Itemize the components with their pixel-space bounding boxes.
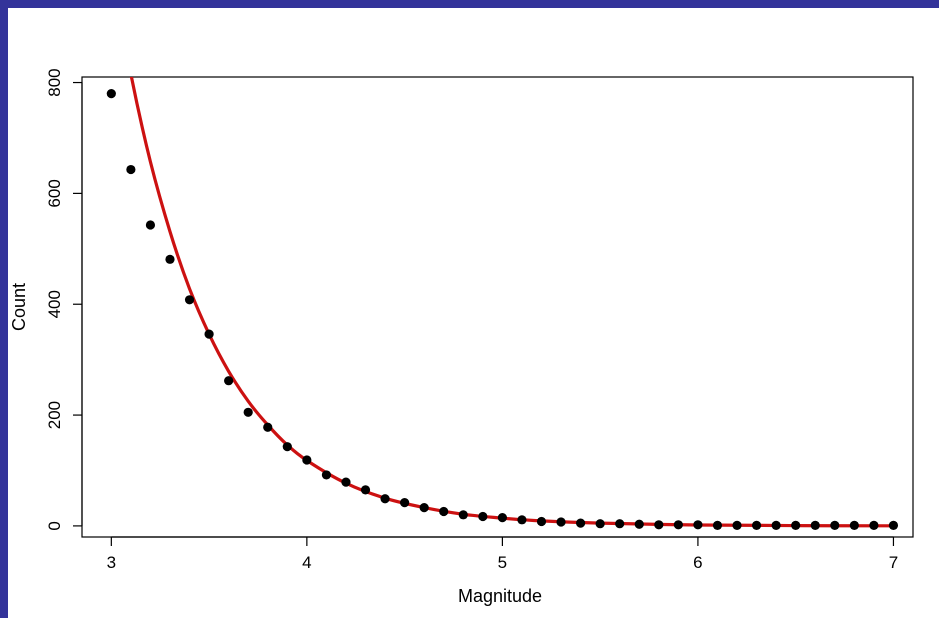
data-point bbox=[321, 470, 332, 480]
y-tick-label: 400 bbox=[45, 290, 64, 318]
data-point bbox=[869, 520, 879, 530]
y-tick-label: 200 bbox=[45, 401, 64, 429]
x-tick-label: 7 bbox=[889, 553, 898, 572]
data-point bbox=[888, 520, 899, 530]
data-point bbox=[458, 510, 468, 520]
plot-area-border bbox=[81, 76, 914, 538]
top-border bbox=[0, 0, 939, 8]
data-point bbox=[771, 520, 781, 530]
data-point bbox=[341, 477, 351, 487]
x-tick-label: 4 bbox=[302, 553, 311, 572]
data-point bbox=[615, 519, 625, 529]
y-tick-label: 800 bbox=[45, 68, 64, 96]
x-tick-label: 6 bbox=[693, 553, 702, 572]
data-point bbox=[556, 517, 566, 527]
data-points bbox=[106, 89, 899, 530]
data-point bbox=[243, 407, 253, 417]
data-point bbox=[849, 520, 859, 530]
x-tick-label: 5 bbox=[498, 553, 507, 572]
data-point bbox=[576, 518, 586, 528]
data-point bbox=[654, 520, 664, 530]
data-point bbox=[165, 254, 175, 264]
x-axis-title: Magnitude bbox=[458, 586, 542, 606]
x-tick-label: 3 bbox=[107, 553, 116, 572]
data-point bbox=[712, 520, 723, 530]
data-point bbox=[282, 442, 292, 452]
data-point bbox=[830, 520, 840, 530]
data-point bbox=[791, 520, 801, 530]
data-point bbox=[673, 520, 683, 530]
data-point bbox=[595, 519, 605, 529]
data-point bbox=[145, 220, 156, 230]
data-point bbox=[497, 513, 507, 523]
data-point bbox=[184, 295, 195, 305]
data-point bbox=[439, 506, 449, 517]
data-point bbox=[536, 516, 547, 527]
y-axis-title: Count bbox=[9, 283, 29, 331]
data-point bbox=[478, 511, 488, 522]
data-point bbox=[634, 519, 644, 529]
data-point bbox=[302, 455, 312, 465]
data-point bbox=[106, 89, 116, 99]
data-point bbox=[732, 520, 742, 530]
data-point bbox=[419, 503, 429, 513]
data-point bbox=[224, 376, 234, 386]
y-axis: 0 200 400 600 800 bbox=[45, 68, 83, 531]
y-tick-label: 600 bbox=[45, 179, 64, 207]
data-point bbox=[380, 494, 390, 504]
y-tick-label: 0 bbox=[45, 521, 64, 530]
data-point bbox=[204, 329, 214, 339]
data-point bbox=[517, 515, 527, 525]
data-point bbox=[360, 485, 371, 495]
data-point bbox=[400, 498, 410, 508]
x-axis: 3 4 5 6 7 bbox=[107, 536, 898, 572]
left-border bbox=[0, 0, 8, 618]
data-point bbox=[693, 520, 703, 530]
fit-curve bbox=[129, 77, 894, 528]
data-point bbox=[126, 164, 136, 175]
data-point bbox=[263, 422, 273, 432]
data-point bbox=[810, 520, 820, 530]
data-point bbox=[751, 520, 762, 530]
